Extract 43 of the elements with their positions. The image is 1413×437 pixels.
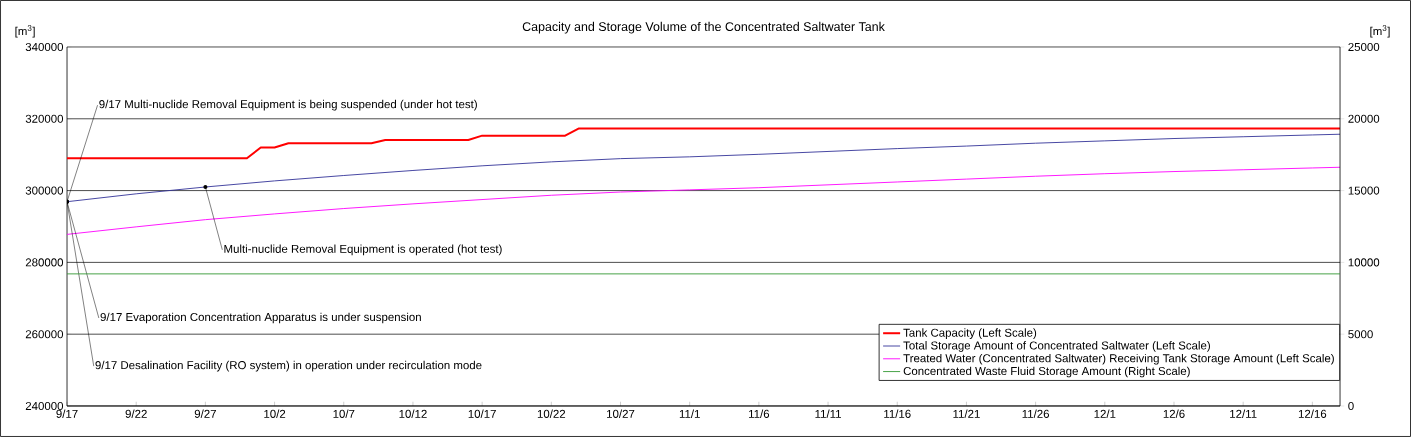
y2-tick-label: 25000 [1348, 42, 1380, 52]
x-tick-label: 10/2 [264, 409, 286, 418]
y-tick-label: 260000 [25, 330, 64, 339]
y-tick-label: 300000 [25, 186, 64, 195]
annotation: 9/17 Evaporation Concentration Apparatus is under suspension [100, 312, 421, 324]
x-tick-label: 12/11 [1230, 409, 1257, 418]
x-tick-label: 12/6 [1163, 409, 1185, 418]
x-tick-label: 10/12 [399, 409, 427, 418]
annotation: 9/17 Multi-nuclide Removal Equipment is being suspended (under hot test) [99, 99, 477, 111]
x-tick-label: 11/21 [953, 409, 980, 418]
y-tick-label: 240000 [25, 401, 64, 411]
x-tick-label: 11/1 [679, 409, 700, 418]
y2-axis-title: [m$^{3}$] [1370, 25, 1390, 38]
x-tick-label: 10/17 [468, 409, 496, 418]
line-series [67, 127, 1341, 160]
y-tick-label: 320000 [25, 114, 64, 123]
y-axis-title: [m$^{3}$] [15, 25, 35, 38]
y2-tick-label: 10000 [1348, 258, 1380, 267]
x-tick-label: 12/16 [1298, 409, 1327, 418]
y2-tick-label: 15000 [1348, 186, 1380, 195]
x-tick-label: 12/1 [1094, 409, 1116, 418]
legend-label: Tank Capacity (Left Scale) [903, 328, 1037, 339]
x-tick-label: 11/16 [884, 409, 911, 418]
legend-label: Concentrated Waste Fluid Storage Amount (Right Scale) [903, 366, 1190, 378]
x-tick-label: 9/17 [56, 409, 78, 418]
y2-tick-label: 5000 [1348, 330, 1373, 339]
x-tick-label: 11/26 [1022, 409, 1050, 418]
y2-tick-label: 20000 [1348, 114, 1380, 123]
chart-title: Capacity and Storage Volume of the Concentrated Saltwater Tank [522, 21, 885, 34]
y-tick-label: 280000 [25, 258, 64, 267]
legend-label: Treated Water (Concentrated Saltwater) Receiving Tank Storage Amount (Left Scale) [903, 353, 1334, 365]
x-tick-label: 9/22 [125, 409, 147, 418]
x-tick-label: 10/7 [333, 409, 355, 418]
annotation: Multi-nuclide Removal Equipment is operated (hot test) [224, 244, 502, 256]
legend-label: Total Storage Amount of Concentrated Saltwater (Left Scale) [903, 341, 1210, 352]
x-tick-label: 9/27 [194, 409, 216, 418]
y-tick-label: 340000 [25, 42, 64, 52]
x-tick-label: 11/11 [815, 409, 841, 418]
annotation: 9/17 Desalination Facility (RO system) in operation under recirculation mode [95, 360, 482, 372]
x-tick-label: 10/27 [607, 409, 635, 418]
y2-tick-label: 0 [1348, 401, 1354, 411]
x-tick-label: 11/6 [749, 409, 770, 418]
x-tick-label: 10/22 [537, 409, 566, 418]
